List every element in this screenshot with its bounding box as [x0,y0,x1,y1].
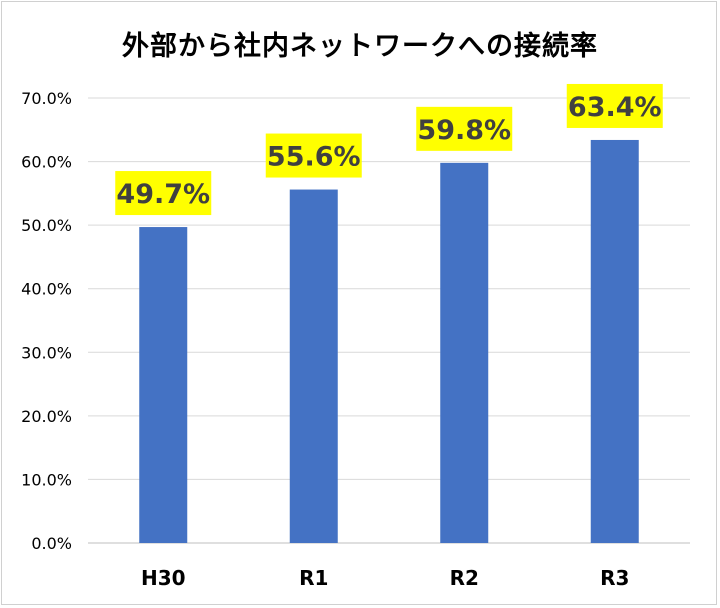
y-tick-label: 70.0% [21,89,72,108]
bar-h30 [139,227,188,544]
bar-r1 [289,189,338,544]
y-tick-label: 60.0% [21,153,72,172]
x-axis-category-labels: H30 R1 R2 R3 [141,566,629,590]
data-label-highlight [115,171,212,216]
x-category-label: H30 [141,566,186,590]
bars [139,139,639,544]
data-label: 55.6% [267,142,361,173]
y-tick-label: 10.0% [21,470,72,489]
y-tick-label: 20.0% [21,407,72,426]
y-tick-label: 50.0% [21,216,72,235]
gridlines [88,97,690,544]
y-tick-label: 0.0% [31,534,72,553]
data-labels: 49.7% 55.6% 59.8% 63.4% [115,83,663,216]
data-label-highlight [265,133,362,178]
data-label: 59.8% [417,115,511,146]
bar-r2 [440,162,489,544]
x-category-label: R2 [450,566,479,590]
data-label: 63.4% [568,92,662,123]
data-label-highlight [566,83,663,128]
y-tick-label: 40.0% [21,280,72,299]
y-tick-label: 30.0% [21,343,72,362]
y-axis-tick-labels: 0.0% 10.0% 20.0% 30.0% 40.0% 50.0% 60.0% 70.0% [21,89,72,553]
bar-r3 [590,139,639,543]
x-category-label: R1 [299,566,328,590]
chart-title: 外部から社内ネットワークへの接続率 [122,31,598,62]
data-label: 49.7% [116,179,210,210]
data-label-highlight [416,106,513,151]
x-category-label: R3 [600,566,629,590]
